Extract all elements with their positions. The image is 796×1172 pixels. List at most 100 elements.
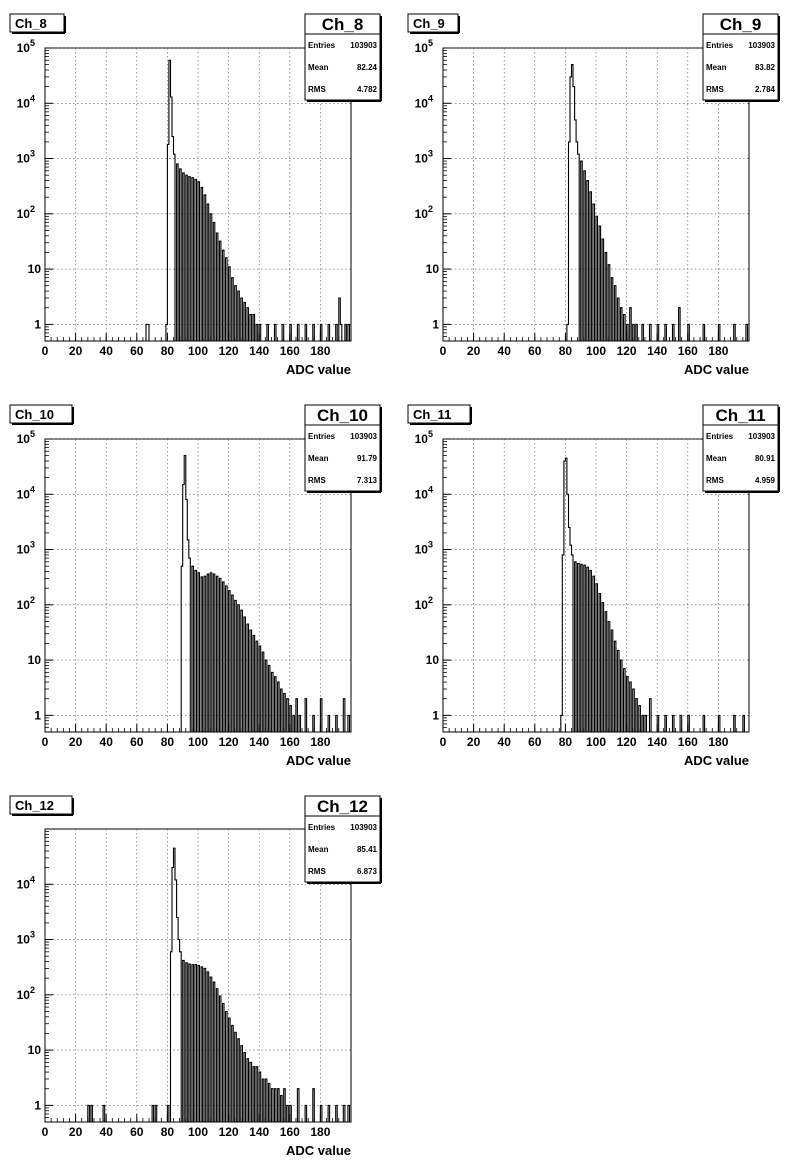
y-tick-label: 1 — [34, 1098, 41, 1112]
x-axis-label: ADC value — [286, 753, 351, 768]
stats-value: 83.82 — [755, 63, 776, 72]
x-tick-label: 100 — [586, 344, 606, 358]
x-axis-label: ADC value — [684, 362, 749, 377]
x-tick-label: 140 — [249, 1125, 269, 1139]
stats-name: Ch_12 — [317, 797, 368, 816]
x-tick-label: 120 — [219, 344, 239, 358]
x-tick-label: 140 — [249, 735, 269, 749]
x-tick-label: 80 — [559, 735, 573, 749]
y-tick-label: 102 — [17, 204, 35, 221]
histogram-panel: 0 20 40 60 80 100 120 140 160 180 1 10 102 103 104 105 A… — [408, 405, 779, 768]
x-tick-label: 120 — [617, 344, 637, 358]
x-tick-label: 20 — [69, 344, 83, 358]
x-tick-label: 100 — [188, 1125, 208, 1139]
y-tick-label: 102 — [17, 985, 35, 1002]
stats-value: 103903 — [350, 41, 377, 50]
x-tick-label: 60 — [130, 1125, 144, 1139]
stats-value: 80.91 — [755, 454, 776, 463]
stats-value: 82.24 — [357, 63, 378, 72]
stats-label: Mean — [308, 454, 329, 463]
chart-title: Ch_9 — [413, 16, 445, 31]
x-tick-label: 140 — [249, 344, 269, 358]
x-tick-label: 80 — [161, 735, 175, 749]
x-tick-label: 0 — [42, 344, 49, 358]
stats-value: 4.782 — [357, 85, 378, 94]
chart-title: Ch_12 — [15, 798, 54, 813]
chart-title: Ch_11 — [413, 407, 451, 422]
x-tick-label: 160 — [678, 344, 698, 358]
stats-label: RMS — [308, 867, 326, 876]
x-tick-label: 20 — [467, 735, 481, 749]
x-tick-label: 60 — [130, 344, 144, 358]
y-tick-label: 105 — [415, 38, 433, 55]
x-tick-label: 120 — [219, 735, 239, 749]
x-tick-label: 40 — [498, 344, 512, 358]
x-tick-label: 120 — [617, 735, 637, 749]
y-tick-label: 10 — [28, 653, 42, 667]
x-tick-label: 0 — [42, 735, 49, 749]
x-tick-label: 60 — [130, 735, 144, 749]
y-tick-label: 104 — [415, 484, 433, 501]
x-tick-label: 180 — [708, 735, 728, 749]
x-tick-label: 40 — [100, 344, 114, 358]
x-tick-label: 100 — [188, 735, 208, 749]
x-tick-label: 40 — [498, 735, 512, 749]
x-tick-label: 20 — [467, 344, 481, 358]
stats-label: Entries — [308, 432, 336, 441]
stats-label: Mean — [308, 845, 329, 854]
y-tick-label: 103 — [415, 540, 433, 557]
y-tick-label: 104 — [17, 93, 35, 110]
stats-label: Mean — [706, 63, 727, 72]
x-tick-label: 60 — [528, 344, 542, 358]
stats-label: RMS — [308, 476, 326, 485]
stats-value: 103903 — [350, 823, 377, 832]
x-tick-label: 60 — [528, 735, 542, 749]
stats-label: Entries — [308, 41, 336, 50]
y-tick-label: 1 — [432, 708, 439, 722]
histogram-canvas: 0 20 40 60 80 100 120 140 160 180110102103104105A… — [0, 0, 796, 1172]
stats-value: 2.784 — [755, 85, 776, 94]
x-tick-label: 20 — [69, 735, 83, 749]
stats-value: 4.959 — [755, 476, 776, 485]
y-tick-label: 103 — [17, 540, 35, 557]
x-tick-label: 80 — [161, 344, 175, 358]
x-tick-label: 80 — [559, 344, 573, 358]
x-tick-label: 180 — [708, 344, 728, 358]
x-axis-label: ADC value — [684, 753, 749, 768]
stats-value: 7.313 — [357, 476, 378, 485]
x-tick-label: 0 — [440, 344, 447, 358]
x-tick-label: 100 — [586, 735, 606, 749]
x-tick-label: 180 — [310, 1125, 330, 1139]
x-tick-label: 180 — [310, 735, 330, 749]
x-tick-label: 160 — [280, 1125, 300, 1139]
x-axis-label: ADC value — [286, 1143, 351, 1158]
stats-name: Ch_11 — [715, 406, 765, 425]
y-tick-label: 102 — [17, 595, 35, 612]
x-tick-label: 80 — [161, 1125, 175, 1139]
x-tick-label: 160 — [678, 735, 698, 749]
x-tick-label: 140 — [647, 344, 667, 358]
y-tick-label: 104 — [17, 874, 35, 891]
y-tick-label: 104 — [17, 484, 35, 501]
stats-name: Ch_9 — [720, 15, 762, 34]
x-tick-label: 40 — [100, 735, 114, 749]
stats-value: 85.41 — [357, 845, 378, 854]
x-tick-label: 140 — [647, 735, 667, 749]
histogram-panel: 0 20 40 60 80 100 120 140 160 180 1 10 102 103 104 105 A… — [408, 14, 779, 377]
chart-title: Ch_8 — [15, 16, 47, 31]
histogram-panel: 0 20 40 60 80 100 120 140 160 180 1 10 102 103 104 105 A… — [10, 14, 381, 377]
stats-name: Ch_8 — [322, 15, 364, 34]
x-axis-label: ADC value — [286, 362, 351, 377]
stats-label: RMS — [706, 85, 724, 94]
stats-label: Mean — [706, 454, 727, 463]
y-tick-label: 10 — [28, 262, 42, 276]
y-tick-label: 103 — [17, 149, 35, 166]
stats-value: 103903 — [748, 432, 775, 441]
stats-label: Entries — [706, 432, 734, 441]
stats-value: 91.79 — [357, 454, 378, 463]
stats-value: 6.873 — [357, 867, 378, 876]
x-tick-label: 0 — [440, 735, 447, 749]
stats-value: 103903 — [748, 41, 775, 50]
stats-label: Entries — [706, 41, 734, 50]
y-tick-label: 104 — [415, 93, 433, 110]
